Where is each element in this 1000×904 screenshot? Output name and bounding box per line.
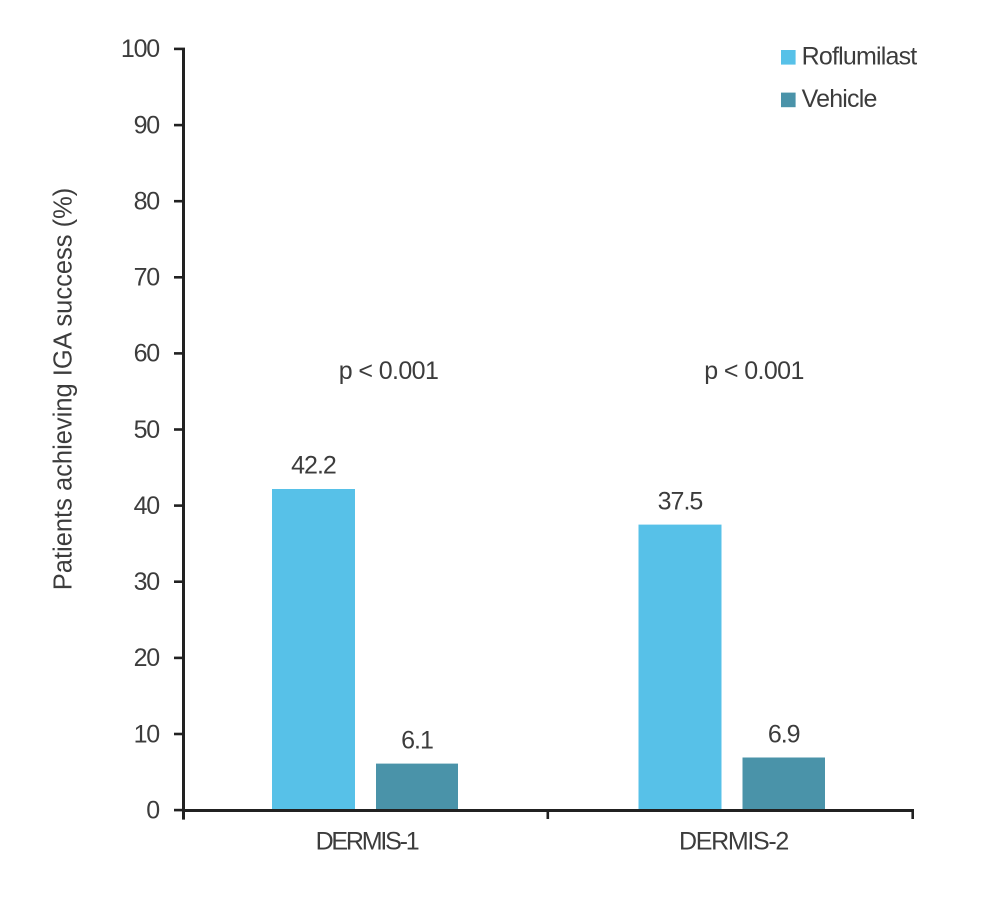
svg-text:6.1: 6.1 xyxy=(401,727,433,755)
svg-text:DERMIS-1: DERMIS-1 xyxy=(316,828,419,856)
svg-text:50: 50 xyxy=(134,416,160,444)
svg-text:DERMIS-2: DERMIS-2 xyxy=(679,828,788,856)
svg-text:70: 70 xyxy=(134,264,160,292)
svg-text:80: 80 xyxy=(134,188,160,216)
svg-text:100: 100 xyxy=(121,35,159,63)
svg-text:p < 0.001: p < 0.001 xyxy=(704,357,804,385)
svg-text:20: 20 xyxy=(134,644,160,672)
svg-text:37.5: 37.5 xyxy=(658,488,703,516)
svg-text:Vehicle: Vehicle xyxy=(802,85,877,113)
svg-text:Roflumilast: Roflumilast xyxy=(802,43,918,71)
svg-text:42.2: 42.2 xyxy=(291,452,336,480)
svg-text:10: 10 xyxy=(134,720,160,748)
svg-text:6.9: 6.9 xyxy=(768,721,800,749)
svg-text:90: 90 xyxy=(134,111,160,139)
svg-text:p < 0.001: p < 0.001 xyxy=(339,357,439,385)
svg-text:Patients achieving IGA success: Patients achieving IGA success (%) xyxy=(49,188,77,591)
svg-text:60: 60 xyxy=(134,340,160,368)
svg-text:40: 40 xyxy=(134,492,160,520)
svg-text:0: 0 xyxy=(146,796,159,824)
svg-text:30: 30 xyxy=(134,568,160,596)
